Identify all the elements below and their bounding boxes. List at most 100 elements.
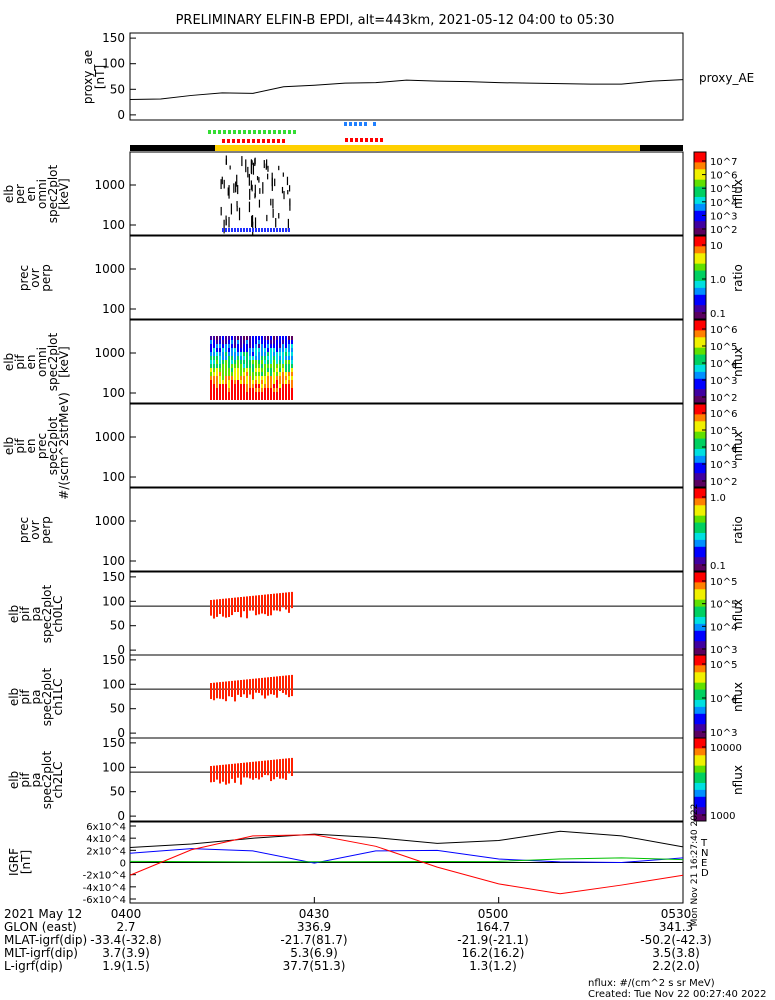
spectrogram-pixel	[255, 380, 257, 384]
igrf-series-D	[129, 834, 684, 895]
spectrogram-pixel	[270, 677, 272, 695]
colorbar-segment	[694, 672, 706, 677]
spectrogram-pixel	[219, 340, 221, 344]
spectrogram-pixel	[249, 380, 251, 384]
spectrogram-pixel	[219, 356, 221, 360]
colorbar-segment	[694, 214, 706, 219]
availability-marker	[370, 138, 373, 142]
spectrogram-pixel	[252, 372, 254, 376]
panel-ytick-label: 0	[117, 726, 125, 740]
spectrogram-pixel	[210, 368, 212, 372]
colorbar-segment	[694, 165, 706, 170]
spectrogram-pixel	[286, 176, 289, 186]
colorbar-segment	[694, 448, 706, 453]
spectrogram-pixel	[291, 392, 293, 396]
spectrogram-pixel	[258, 228, 260, 232]
colorbar-tick-label: 10	[710, 241, 723, 252]
spectrogram-pixel	[261, 364, 263, 368]
orbit-info-label: MLT-igrf(dip)	[4, 946, 78, 960]
spectrogram-pixel	[279, 380, 281, 384]
spectrogram-pixel	[225, 336, 227, 340]
colorbar-segment	[694, 431, 706, 436]
spectrogram-pixel	[291, 757, 293, 777]
spectrogram-pixel	[282, 675, 284, 693]
igrf-series-T	[129, 830, 684, 848]
colorbar-tick-label: 10^3	[710, 376, 737, 387]
spectrogram-pixel	[213, 765, 215, 782]
colorbar-segment	[694, 351, 706, 356]
spectrogram-pixel	[273, 759, 275, 780]
orbit-info-value: 0430	[298, 907, 330, 921]
spectrogram-pixel	[240, 680, 242, 697]
spectrogram-pixel	[225, 388, 227, 392]
spectrogram-pixel	[228, 336, 230, 340]
spectrogram-pixel	[210, 388, 212, 392]
orbit-info-value: -21.7(81.7)	[280, 933, 348, 947]
spectrogram-pixel	[246, 596, 248, 619]
spectrogram-pixel	[270, 396, 272, 400]
spectrogram-pixel	[258, 396, 260, 400]
spectrogram-pixel	[264, 760, 266, 775]
availability-marker	[213, 130, 216, 134]
igrf-ytick-label: 6x10^4	[86, 822, 126, 833]
spectrogram-pixel	[275, 218, 277, 228]
spectrogram-pixel	[246, 348, 248, 352]
spectrogram-pixel	[264, 336, 266, 340]
spectrogram-pixel	[270, 344, 272, 348]
spectrogram-pixel	[231, 384, 233, 388]
colorbar-segment	[694, 526, 706, 530]
spectrogram-pixel	[267, 380, 269, 384]
spectrogram-pixel	[291, 348, 293, 352]
spectrogram-pixel	[252, 344, 254, 348]
colorbar-segment	[694, 679, 706, 684]
spectrogram-pixel	[236, 201, 238, 207]
spectrogram-pixel	[255, 384, 257, 388]
spectrogram-pixel	[255, 344, 257, 348]
colorbar-segment	[694, 758, 706, 763]
colorbar-segment	[694, 428, 706, 433]
spectrogram-pixel	[276, 388, 278, 392]
spectrogram-pixel	[213, 360, 215, 364]
colorbar-segment	[694, 473, 706, 478]
spectrogram-pixel	[240, 376, 242, 380]
spectrogram-pixel	[285, 380, 287, 384]
spectrogram-pixel	[279, 356, 281, 360]
colorbar-label: nflux	[731, 682, 745, 712]
spectrogram-pixel	[210, 340, 212, 344]
spectrogram-pixel	[243, 356, 245, 360]
spectrogram-pixel	[246, 762, 248, 778]
spectrogram-pixel	[258, 199, 261, 208]
orbit-info-value: 3.7(3.9)	[102, 946, 150, 960]
colorbar-segment	[694, 200, 706, 205]
spectrogram-pixel	[291, 384, 293, 388]
spectrogram-pixel	[261, 594, 263, 614]
spectrogram-pixel	[288, 372, 290, 376]
spectrogram-pixel	[249, 356, 251, 360]
spectrogram-pixel	[255, 228, 257, 232]
colorbar-segment	[694, 452, 706, 457]
colorbar-label: nflux	[731, 431, 745, 461]
spectrogram-pixel	[234, 336, 236, 340]
spectrogram-pixel	[258, 380, 260, 384]
spectrogram-pixel	[213, 368, 215, 372]
spectrogram-pixel	[249, 336, 251, 340]
colorbar-segment	[694, 320, 706, 324]
spectrogram-pixel	[264, 364, 266, 368]
colorbar-segment	[694, 734, 706, 739]
spectrogram-pixel	[254, 184, 256, 198]
spectrogram-pixel	[267, 372, 269, 376]
panel-ylabel: spec2plot	[46, 164, 60, 223]
spectrogram-pixel	[240, 372, 242, 376]
spectrogram-pixel	[228, 384, 230, 388]
spectrogram-pixel	[279, 352, 281, 356]
panel-ytick-label: 150	[102, 653, 125, 667]
panel-ytick-label: 0	[117, 809, 125, 823]
availability-marker	[257, 139, 260, 143]
panel-ylabel: ch2LC	[51, 762, 65, 799]
spectrogram-pixel	[222, 348, 224, 352]
spectrogram-pixel	[237, 228, 239, 232]
spectrogram-pixel	[270, 368, 272, 372]
colorbar-segment	[694, 582, 706, 587]
colorbar-segment	[694, 539, 706, 544]
spectrogram-pixel	[210, 396, 212, 400]
